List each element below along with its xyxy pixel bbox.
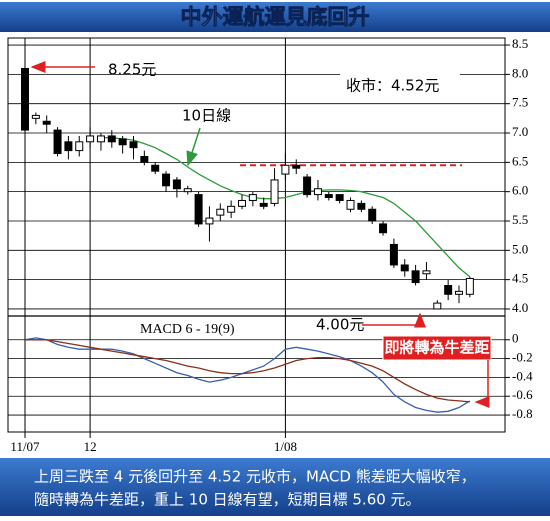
y-tick-label: -0.8 [512, 406, 533, 421]
candle-body [368, 208, 377, 222]
series-line [25, 339, 470, 403]
candle-body [64, 141, 73, 152]
x-tick-label: 11/07 [10, 439, 40, 454]
y-tick-label: -0.4 [512, 368, 533, 383]
series-label: 10日線 [182, 107, 231, 125]
candle-body [140, 155, 149, 163]
candle-body [335, 194, 344, 201]
annotation-box [340, 74, 460, 98]
candle-body [313, 188, 322, 196]
annotation: 4.00元 [316, 316, 364, 334]
candle-body [227, 205, 236, 213]
chart-title: 中外運航運見底回升 [181, 5, 370, 29]
candle-body [172, 179, 181, 190]
annotation: 即將轉為牛差距 [384, 339, 489, 357]
y-tick-label: 8.5 [512, 36, 528, 51]
candle-body [42, 120, 51, 125]
candle-body [86, 135, 95, 143]
candle-body [465, 277, 474, 295]
candle-body [129, 141, 138, 149]
candle-body [118, 138, 127, 146]
candle-body [303, 176, 312, 196]
candle-body [444, 285, 453, 295]
caption-line: 上周三跌至 4 元後回升至 4.52 元收市，MACD 熊差距大幅收窄， [34, 468, 476, 486]
candle-body [455, 290, 463, 295]
candle-body [433, 302, 442, 310]
candle-body [400, 264, 409, 272]
candle-body [292, 164, 301, 169]
annotation-arrow [186, 127, 201, 167]
candle-body [216, 208, 225, 216]
caption-line: 隨時轉為牛差距，重上 10 日線有望，短期目標 5.60 元。 [34, 491, 421, 509]
series-line [101, 137, 471, 278]
candle-body [248, 194, 257, 201]
annotation-box [382, 335, 492, 361]
title-bar [0, 2, 550, 32]
y-tick-label: 7.0 [512, 124, 528, 139]
y-tick-label: 4.5 [512, 271, 528, 286]
annotation-arrow [474, 360, 490, 408]
candle-body [411, 270, 420, 284]
candle-body [379, 223, 388, 234]
x-tick-label: 1/08 [274, 439, 297, 454]
candle-body [389, 243, 398, 266]
y-tick-label: -0.6 [512, 387, 533, 402]
candle-body [194, 194, 203, 225]
y-tick-label: -0.2 [512, 350, 533, 365]
annotation: 8.25元 [108, 61, 156, 79]
candle-body [21, 67, 29, 131]
candle-body [357, 202, 366, 210]
annotation-arrow [362, 312, 426, 328]
candle-body [162, 173, 171, 187]
candle-body [259, 202, 268, 207]
annotation: 收市：4.52元 [346, 77, 439, 95]
candle-body [281, 164, 290, 175]
y-tick-label: 4.0 [512, 300, 528, 315]
candle-body [324, 194, 333, 199]
y-tick-label: 7.5 [512, 95, 528, 110]
x-tick-label: 12 [84, 439, 97, 454]
y-tick-label: 0 [512, 331, 519, 346]
y-tick-label: 6.5 [512, 153, 528, 168]
candle-body [346, 199, 355, 210]
candle-body [422, 270, 431, 275]
caption-bar [0, 458, 550, 516]
candle-body [151, 164, 160, 172]
y-tick-label: 6.0 [512, 183, 528, 198]
candle-body [183, 188, 192, 193]
y-tick-label: 5.0 [512, 241, 528, 256]
y-tick-label: 8.0 [512, 65, 528, 80]
candle-body [75, 141, 84, 152]
panel-label: MACD 6 - 19(9) [140, 322, 235, 337]
y-tick-label: 5.5 [512, 212, 528, 227]
candle-body [238, 199, 246, 207]
candle-body [270, 179, 279, 204]
candle-body [31, 114, 40, 119]
plot-layer: 11/07 12 1/08 8.5 8.0 7.5 7.0 6.5 6.0 5.5 5.0 4.5 4.… [8, 36, 533, 454]
candle-body [107, 135, 116, 143]
candle-body [53, 129, 62, 155]
candle-body [205, 217, 214, 225]
plot-frame [7, 37, 506, 433]
candle-body [96, 135, 105, 143]
